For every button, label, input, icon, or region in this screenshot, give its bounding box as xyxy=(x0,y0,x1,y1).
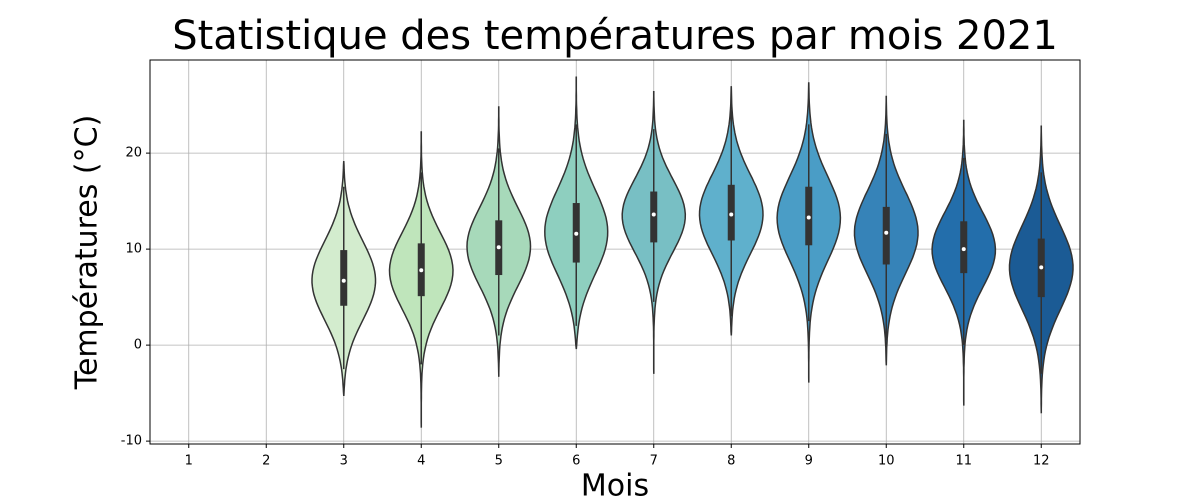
median xyxy=(1039,265,1044,270)
x-tick-label: 12 xyxy=(1033,454,1050,469)
median xyxy=(651,212,656,217)
iqr-box xyxy=(882,206,890,265)
median xyxy=(729,212,734,217)
median xyxy=(806,215,811,220)
iqr-box xyxy=(340,250,348,306)
x-tick-label: 7 xyxy=(650,454,658,469)
median xyxy=(574,231,579,236)
median xyxy=(884,230,889,235)
y-tick-label: -10 xyxy=(121,434,142,449)
y-tick-label: 20 xyxy=(125,146,142,161)
plot-frame xyxy=(149,59,1081,445)
chart-title: Statistique des températures par mois 20… xyxy=(172,13,1058,59)
y-tick-label: 0 xyxy=(134,338,142,353)
x-tick-label: 1 xyxy=(185,454,193,469)
x-tick-label: 10 xyxy=(878,454,895,469)
x-tick-label: 11 xyxy=(955,454,972,469)
x-tick-label: 3 xyxy=(340,454,348,469)
x-tick-label: 9 xyxy=(805,454,813,469)
x-axis-label: Mois xyxy=(581,469,649,500)
median xyxy=(341,278,346,283)
median xyxy=(961,247,966,252)
y-axis-label: Températures (°C) xyxy=(70,115,105,391)
x-tick-label: 5 xyxy=(495,454,503,469)
x-tick-label: 4 xyxy=(417,454,425,469)
x-tick-label: 2 xyxy=(262,454,270,469)
x-tick-label: 6 xyxy=(572,454,580,469)
median xyxy=(419,268,424,273)
y-tick-label: 10 xyxy=(125,242,142,257)
median xyxy=(496,245,501,250)
iqr-box xyxy=(650,191,658,243)
x-tick-label: 8 xyxy=(727,454,735,469)
